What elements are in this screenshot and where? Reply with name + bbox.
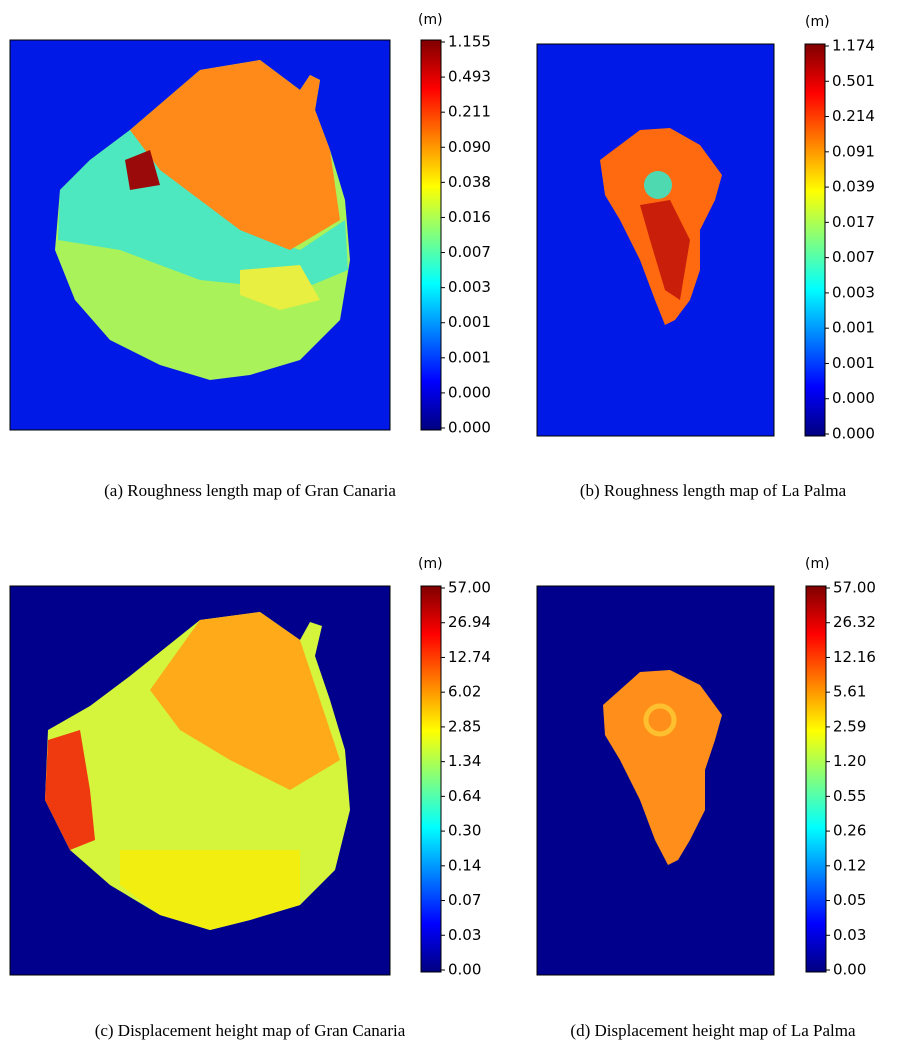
colorbar-tick-label: 57.00 (448, 579, 491, 597)
colorbar-tick-label: 0.001 (448, 348, 491, 366)
colorbar-tick-label: 0.017 (832, 213, 875, 231)
colorbar-tick-label: 26.32 (833, 613, 876, 631)
colorbar-tick-label: 0.001 (832, 319, 875, 337)
colorbar-tick-label: 2.85 (448, 717, 481, 735)
colorbar-tick-label: 0.55 (833, 787, 866, 805)
colorbar-tick-label: 0.001 (448, 313, 491, 331)
colorbar-tick-label: 0.30 (448, 822, 481, 840)
colorbar-unit: (m) (418, 12, 443, 28)
colorbar-tick-label: 0.091 (832, 142, 875, 160)
colorbar-tick-label: 12.16 (833, 648, 876, 666)
colorbar-tick-label: 0.493 (448, 68, 491, 86)
colorbar-tick-label: 0.001 (832, 354, 875, 372)
colorbar-tick-label: 0.000 (448, 419, 491, 437)
island-region (643, 703, 677, 737)
colorbar-tick-label: 0.016 (448, 208, 491, 226)
colorbar-tick-label: 57.00 (833, 579, 876, 597)
colorbar (420, 585, 442, 973)
colorbar (805, 585, 827, 973)
colorbar-unit: (m) (805, 556, 830, 572)
colorbar-tick-label: 0.26 (833, 822, 866, 840)
island-region (240, 265, 320, 310)
colorbar-unit: (m) (418, 556, 443, 572)
island-region (150, 612, 340, 790)
colorbar-tick-label: 12.74 (448, 648, 491, 666)
colorbar-tick-label: 0.14 (448, 856, 481, 874)
colorbar-tick-label: 6.02 (448, 683, 481, 701)
colorbar-tick-label: 0.07 (448, 891, 481, 909)
colorbar-tick-label: 0.05 (833, 891, 866, 909)
island-region (130, 60, 340, 250)
colorbar-tick-label: 0.00 (833, 961, 866, 979)
colorbar-tick-label: 0.000 (832, 389, 875, 407)
caption: (a) Roughness length map of Gran Canaria (104, 481, 396, 500)
island-region (120, 850, 300, 930)
colorbar-tick-label: 26.94 (448, 613, 491, 631)
colorbar-tick-label: 0.090 (448, 138, 491, 156)
caption: (d) Displacement height map of La Palma (570, 1021, 856, 1040)
caption: (c) Displacement height map of Gran Cana… (95, 1021, 406, 1040)
colorbar-tick-label: 0.038 (448, 173, 491, 191)
colorbar-tick-label: 0.007 (832, 248, 875, 266)
colorbar-tick-label: 1.174 (832, 37, 875, 55)
colorbar-tick-label: 2.59 (833, 717, 866, 735)
colorbar-tick-label: 0.03 (448, 926, 481, 944)
colorbar (804, 43, 826, 437)
island (603, 670, 722, 865)
colorbar-tick-label: 1.155 (448, 33, 491, 51)
colorbar-tick-label: 0.12 (833, 856, 866, 874)
colorbar-tick-label: 0.214 (832, 107, 875, 125)
colorbar-tick-label: 5.61 (833, 683, 866, 701)
colorbar-tick-label: 0.003 (448, 278, 491, 296)
colorbar-unit: (m) (805, 14, 830, 30)
island-region (125, 150, 160, 190)
colorbar-tick-label: 0.00 (448, 961, 481, 979)
colorbar-tick-label: 0.211 (448, 103, 491, 121)
colorbar-tick-label: 0.000 (448, 383, 491, 401)
colorbar-tick-label: 0.000 (832, 425, 875, 443)
caption: (b) Roughness length map of La Palma (580, 481, 847, 500)
colorbar-tick-label: 0.003 (832, 283, 875, 301)
colorbar-tick-label: 1.34 (448, 752, 481, 770)
colorbar-tick-label: 1.20 (833, 752, 866, 770)
island-region (644, 171, 672, 199)
colorbar-tick-label: 0.501 (832, 72, 875, 90)
island-region (640, 200, 690, 300)
colorbar-tick-label: 0.03 (833, 926, 866, 944)
colorbar-tick-label: 0.64 (448, 787, 481, 805)
colorbar-tick-label: 0.039 (832, 178, 875, 196)
island-region (45, 730, 95, 850)
colorbar (420, 39, 442, 431)
colorbar-tick-label: 0.007 (448, 243, 491, 261)
